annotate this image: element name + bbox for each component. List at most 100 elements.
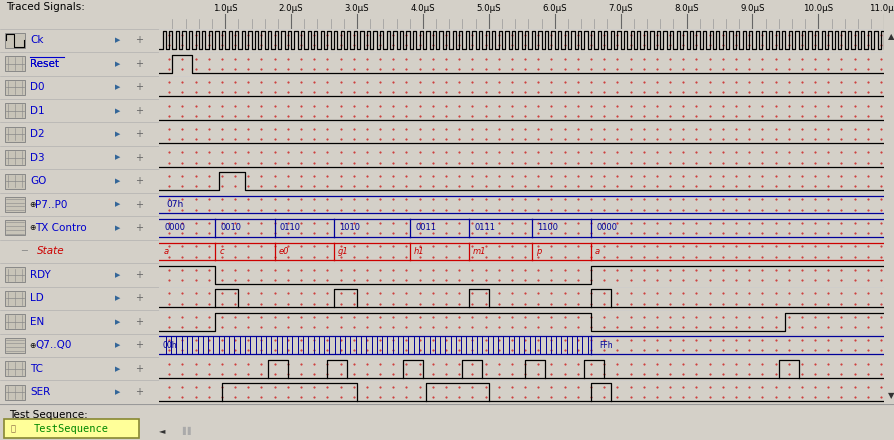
Text: ▶: ▶: [114, 154, 120, 161]
Bar: [4, 314, 25, 329]
Text: a: a: [595, 247, 599, 256]
Text: +: +: [135, 129, 143, 139]
Text: ▼: ▼: [887, 391, 893, 400]
Text: TX Contro: TX Contro: [35, 223, 87, 233]
Text: +: +: [135, 153, 143, 163]
Text: +: +: [135, 106, 143, 116]
Text: ▶: ▶: [114, 319, 120, 325]
Text: +: +: [135, 35, 143, 45]
Text: ▲: ▲: [887, 33, 893, 41]
Text: Q7..Q0: Q7..Q0: [35, 340, 72, 350]
Bar: [4, 33, 25, 48]
Text: ▶: ▶: [114, 366, 120, 372]
Text: D0: D0: [30, 82, 45, 92]
Text: m1: m1: [473, 247, 486, 256]
Text: SER: SER: [30, 387, 50, 397]
Text: +: +: [135, 82, 143, 92]
Text: 9.0μS: 9.0μS: [739, 4, 763, 12]
Text: ▶: ▶: [114, 272, 120, 278]
Text: 00h: 00h: [163, 341, 177, 350]
Text: ▶: ▶: [114, 131, 120, 137]
Bar: [4, 127, 25, 142]
Text: FFh: FFh: [598, 341, 611, 350]
Text: 2.0μS: 2.0μS: [279, 4, 303, 12]
Text: Ck: Ck: [30, 35, 44, 45]
Bar: [4, 150, 25, 165]
Bar: [4, 385, 25, 400]
Text: 1.0μS: 1.0μS: [213, 4, 237, 12]
Text: g1: g1: [338, 247, 349, 256]
Text: ▶: ▶: [114, 37, 120, 43]
Text: ▶: ▶: [114, 225, 120, 231]
Bar: [4, 173, 25, 189]
Text: c: c: [219, 247, 224, 256]
Bar: [4, 80, 25, 95]
Bar: [4, 361, 25, 376]
Text: LD: LD: [30, 293, 44, 303]
Text: 0110: 0110: [280, 224, 300, 232]
Text: ▶: ▶: [114, 61, 120, 67]
Bar: [4, 197, 25, 212]
Text: +: +: [135, 199, 143, 209]
Text: Test Sequence:: Test Sequence:: [9, 411, 88, 420]
Text: ⊕: ⊕: [30, 341, 36, 350]
Bar: [4, 220, 25, 235]
Text: +: +: [135, 176, 143, 186]
Text: 1100: 1100: [536, 224, 557, 232]
Text: 11.0μS: 11.0μS: [868, 4, 894, 12]
Text: ▶: ▶: [114, 178, 120, 184]
Bar: [4, 268, 25, 282]
Bar: [4, 103, 25, 118]
Text: ▐▐: ▐▐: [179, 426, 190, 436]
Text: 7.0μS: 7.0μS: [608, 4, 632, 12]
Text: 0000: 0000: [164, 224, 185, 232]
Text: +: +: [135, 340, 143, 350]
Text: ⊕: ⊕: [30, 224, 36, 232]
Text: ⊕: ⊕: [30, 200, 36, 209]
Text: RDY: RDY: [30, 270, 51, 280]
Text: ▶: ▶: [114, 389, 120, 395]
Text: TC: TC: [30, 364, 43, 374]
Text: 0010: 0010: [220, 224, 241, 232]
Text: 4.0μS: 4.0μS: [410, 4, 434, 12]
Text: +: +: [135, 270, 143, 280]
Text: ▶: ▶: [114, 84, 120, 90]
Text: p: p: [535, 247, 540, 256]
Text: +: +: [135, 317, 143, 327]
Text: State: State: [37, 246, 64, 257]
Text: h1: h1: [413, 247, 424, 256]
Text: EN: EN: [30, 317, 45, 327]
Text: ▶: ▶: [114, 108, 120, 114]
Text: 3.0μS: 3.0μS: [344, 4, 369, 12]
Text: +: +: [135, 293, 143, 303]
Text: 5.0μS: 5.0μS: [476, 4, 501, 12]
Text: GO: GO: [30, 176, 46, 186]
Text: D3: D3: [30, 153, 45, 163]
Text: 1010: 1010: [339, 224, 359, 232]
Text: ─: ─: [21, 246, 27, 257]
Text: ◄: ◄: [159, 426, 165, 436]
Text: Traced Signals:: Traced Signals:: [6, 2, 85, 12]
Text: 8.0μS: 8.0μS: [673, 4, 698, 12]
Bar: [4, 419, 139, 438]
Text: Reset: Reset: [30, 59, 59, 69]
Text: +: +: [135, 223, 143, 233]
Text: ▶: ▶: [114, 202, 120, 208]
Text: TestSequence: TestSequence: [34, 424, 109, 434]
Text: +: +: [135, 364, 143, 374]
Text: e0: e0: [278, 247, 289, 256]
Text: D1: D1: [30, 106, 45, 116]
Bar: [4, 338, 25, 353]
Text: 10.0μS: 10.0μS: [803, 4, 832, 12]
Text: ▶: ▶: [114, 295, 120, 301]
Text: P7..P0: P7..P0: [35, 199, 67, 209]
Text: 07h: 07h: [165, 200, 183, 209]
Text: ▶: ▶: [114, 342, 120, 348]
Text: Reset: Reset: [30, 59, 59, 69]
Text: +: +: [135, 387, 143, 397]
Text: 0000: 0000: [595, 224, 617, 232]
Text: 🔑: 🔑: [11, 425, 16, 434]
Text: 0111: 0111: [474, 224, 494, 232]
Text: a: a: [163, 247, 168, 256]
Text: D2: D2: [30, 129, 45, 139]
